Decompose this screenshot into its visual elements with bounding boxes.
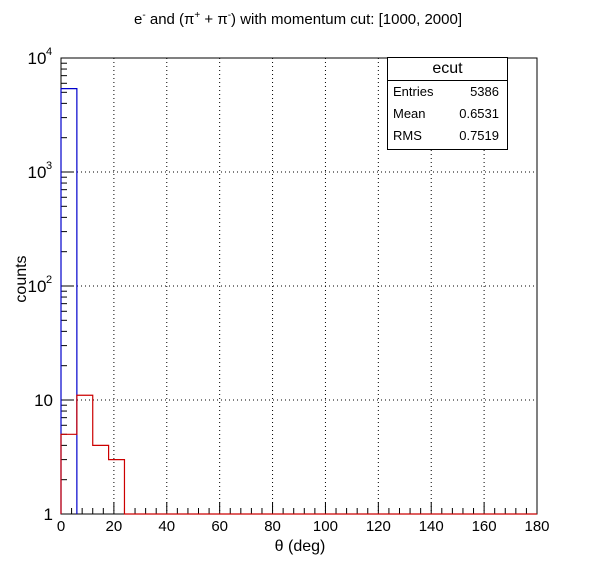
stats-entries-label: Entries [393, 84, 434, 99]
stats-entries-value: 5386 [470, 84, 499, 99]
x-tick-label: 100 [313, 518, 338, 535]
x-tick-label: 0 [57, 518, 65, 535]
y-tick-label: 1 [44, 505, 53, 524]
x-tick-label: 60 [211, 518, 228, 535]
chart-title: e- and (π+ + π-) with momentum cut: [100… [134, 10, 462, 28]
x-tick-label: 180 [524, 518, 549, 535]
y-tick-label: 10 [28, 49, 47, 68]
y-tick-exponent: 2 [46, 274, 52, 286]
x-tick-label: 20 [106, 518, 123, 535]
x-tick-label: 160 [472, 518, 497, 535]
y-tick-label: 10 [28, 163, 47, 182]
stats-box-title: ecut [388, 58, 507, 81]
y-tick-exponent: 3 [46, 160, 52, 172]
histogram-series-2 [60, 394, 537, 515]
x-tick-label: 120 [366, 518, 391, 535]
stats-rms-value: 0.7519 [459, 128, 499, 143]
x-axis-label: θ (deg) [274, 538, 326, 555]
stats-box: ecut Entries 5386 Mean 0.6531 RMS 0.7519 [387, 57, 508, 150]
stats-entries-row: Entries 5386 [388, 81, 507, 103]
stats-mean-label: Mean [393, 106, 426, 121]
x-tick-label: 140 [419, 518, 444, 535]
y-tick-label: 10 [28, 277, 47, 296]
stats-mean-row: Mean 0.6531 [388, 103, 507, 125]
x-tick-label: 80 [264, 518, 281, 535]
stats-rms-row: RMS 0.7519 [388, 125, 507, 147]
x-tick-label: 40 [158, 518, 175, 535]
y-axis-label: counts [13, 255, 30, 303]
stats-rms-label: RMS [393, 128, 422, 143]
stats-mean-value: 0.6531 [459, 106, 499, 121]
histogram-series-1 [60, 88, 78, 514]
y-tick-label: 10 [34, 391, 53, 410]
y-tick-exponent: 4 [46, 46, 52, 58]
